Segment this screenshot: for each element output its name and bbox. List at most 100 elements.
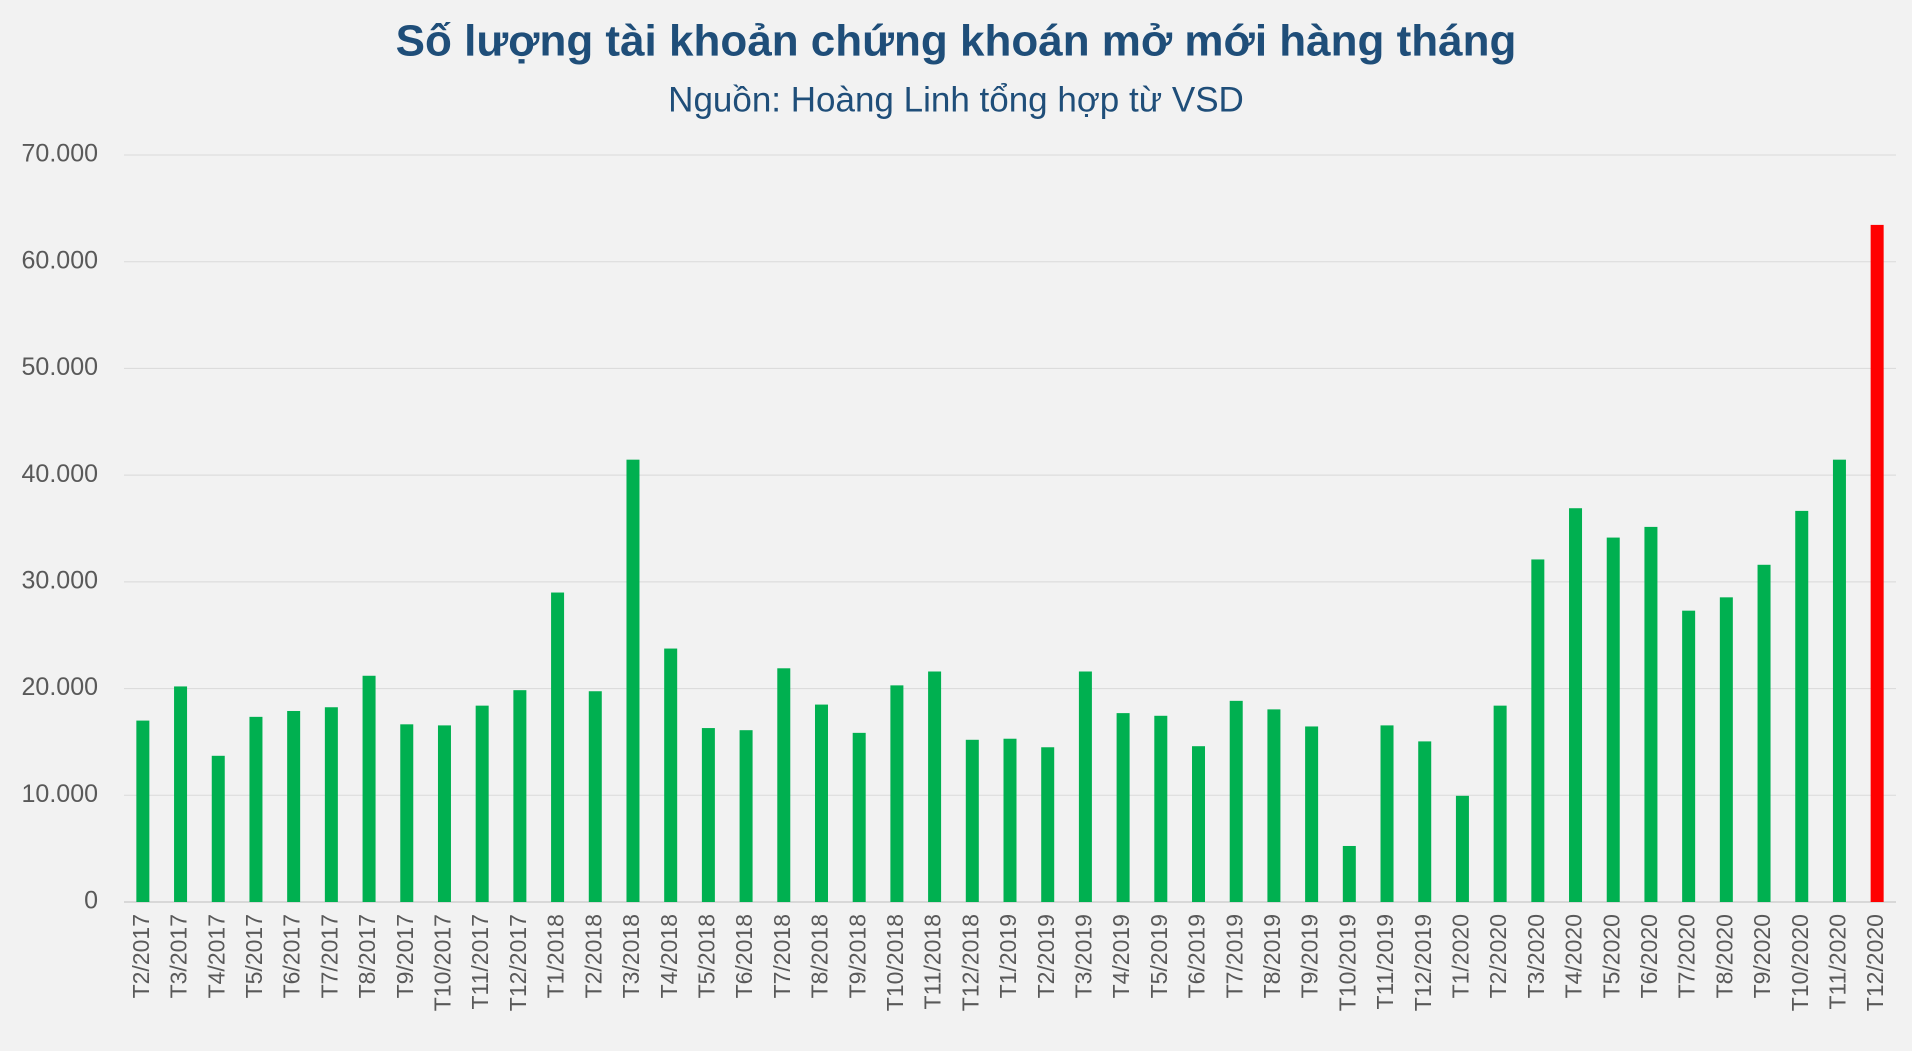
bar [664,648,678,902]
chart-title: Số lượng tài khoản chứng khoán mở mới hà… [396,17,1517,66]
bar [1116,713,1130,902]
bar [1569,508,1583,902]
bar [1154,715,1168,902]
bar [513,690,527,902]
x-tick-label: T2/2019 [1033,914,1059,998]
x-tick-label: T6/2020 [1636,914,1662,998]
bar [1041,747,1055,902]
bar [1644,526,1658,902]
bar [626,459,640,902]
x-tick-label: T4/2019 [1108,914,1134,998]
bar [890,685,904,902]
x-tick-label: T5/2019 [1146,914,1172,998]
bar [928,671,942,902]
x-tick-label: T11/2017 [467,914,493,1009]
x-tick-label: T2/2018 [580,914,606,998]
bar [475,705,489,902]
x-tick-label: T4/2020 [1561,914,1587,998]
x-tick-label: T7/2018 [769,914,795,998]
y-tick-label: 70.000 [22,140,98,168]
x-tick-label: T4/2018 [656,914,682,998]
x-tick-label: T2/2017 [128,914,154,998]
x-tick-label: T7/2020 [1674,914,1700,998]
x-tick-label: T5/2018 [693,914,719,998]
x-tick-label: T11/2018 [920,914,946,1009]
bar [174,686,188,902]
bar [1003,738,1017,902]
bar [965,739,979,902]
y-tick-label: 0 [84,887,98,915]
bar [1682,610,1696,902]
bar [551,592,565,902]
bar [1757,564,1771,902]
bar [437,725,451,902]
bar [249,716,263,902]
bar [211,755,225,902]
x-tick-label: T3/2018 [618,914,644,998]
x-tick-label: T4/2017 [203,914,229,998]
x-tick-label: T3/2020 [1523,914,1549,998]
bar [1832,459,1846,902]
y-tick-label: 40.000 [22,460,98,488]
bar [1229,700,1243,902]
x-tick-label: T1/2019 [995,914,1021,998]
bar [1795,510,1809,902]
bar [287,710,301,902]
bar [777,668,791,902]
x-tick-label: T1/2020 [1448,914,1474,998]
y-tick-label: 20.000 [22,673,98,701]
x-tick-label: T7/2019 [1221,914,1247,998]
y-tick-label: 30.000 [22,566,98,594]
bar [1531,559,1545,902]
x-tick-label: T11/2019 [1372,914,1398,1009]
x-tick-label: T12/2017 [505,914,531,1011]
x-tick-label: T10/2019 [1334,914,1360,1011]
x-tick-label: T12/2018 [957,914,983,1011]
x-tick-label: T8/2019 [1259,914,1285,998]
bar [1078,671,1092,902]
y-tick-label: 50.000 [22,353,98,381]
x-tick-label: T8/2018 [807,914,833,998]
bar [400,724,414,902]
x-tick-label: T9/2018 [844,914,870,998]
x-tick-label: T6/2019 [1184,914,1210,998]
bar [362,675,376,902]
y-tick-label: 60.000 [22,246,98,274]
bar [1380,725,1394,902]
x-tick-label: T10/2020 [1787,914,1813,1011]
chart-subtitle: Nguồn: Hoàng Linh tổng hợp từ VSD [668,80,1244,119]
bar [852,732,866,902]
x-tick-label: T6/2018 [731,914,757,998]
bar [739,730,753,902]
bar [136,720,150,902]
x-tick-label: T2/2020 [1485,914,1511,998]
x-tick-label: T6/2017 [279,914,305,998]
x-tick-label: T7/2017 [316,914,342,998]
bar [1719,597,1733,902]
x-tick-label: T12/2019 [1410,914,1436,1011]
x-tick-label: T5/2020 [1598,914,1624,998]
x-tick-label: T8/2017 [354,914,380,998]
bar [1342,845,1356,902]
y-tick-label: 10.000 [22,780,98,808]
x-tick-label: T8/2020 [1711,914,1737,998]
x-tick-label: T12/2020 [1862,914,1888,1011]
bar [1606,537,1620,902]
x-tick-label: T10/2017 [430,914,456,1011]
bar [324,707,338,902]
x-tick-label: T9/2020 [1749,914,1775,998]
bar [1192,746,1206,902]
bar [588,691,602,902]
bar [814,704,828,902]
bar [1267,709,1281,902]
x-tick-label: T10/2018 [882,914,908,1011]
bar [1305,726,1319,902]
bar [1493,705,1507,902]
x-tick-label: T9/2019 [1297,914,1323,998]
bar [701,728,715,902]
x-tick-label: T3/2017 [166,914,192,998]
x-tick-label: T3/2019 [1070,914,1096,998]
bar [1870,224,1884,903]
